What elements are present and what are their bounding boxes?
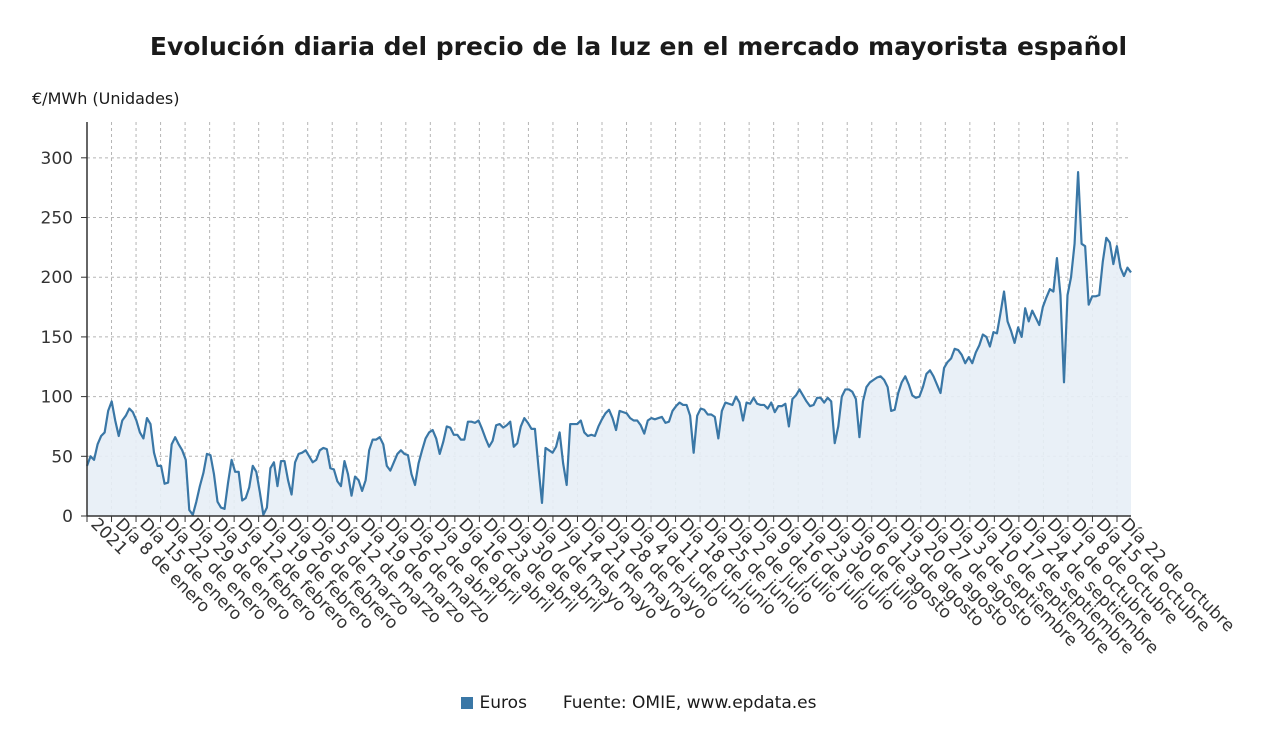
series-area-euros xyxy=(87,172,1131,516)
y-tick-label: 200 xyxy=(41,268,73,288)
y-axis-label: €/MWh (Unidades) xyxy=(32,89,180,108)
y-tick-label: 50 xyxy=(51,447,73,467)
area-layer xyxy=(85,171,1132,516)
y-tick-labels: 0 50 100 150 200 250 300 xyxy=(41,149,73,527)
legend-label-euros: Euros xyxy=(479,693,527,713)
y-tick-label: 300 xyxy=(41,149,73,169)
chart-title: Evolución diaria del precio de la luz en… xyxy=(149,32,1128,61)
series-line-euros xyxy=(85,171,1132,516)
legend: Euros Fuente: OMIE, www.epdata.es xyxy=(0,693,1277,713)
y-tick-label: 150 xyxy=(41,328,73,348)
y-tick-label: 100 xyxy=(41,388,73,408)
axis-layer xyxy=(81,122,1131,522)
source-note: Fuente: OMIE, www.epdata.es xyxy=(562,693,817,713)
y-tick-label: 250 xyxy=(41,209,73,229)
legend-swatch-euros xyxy=(460,697,473,709)
y-tick-label: 0 xyxy=(62,507,73,527)
